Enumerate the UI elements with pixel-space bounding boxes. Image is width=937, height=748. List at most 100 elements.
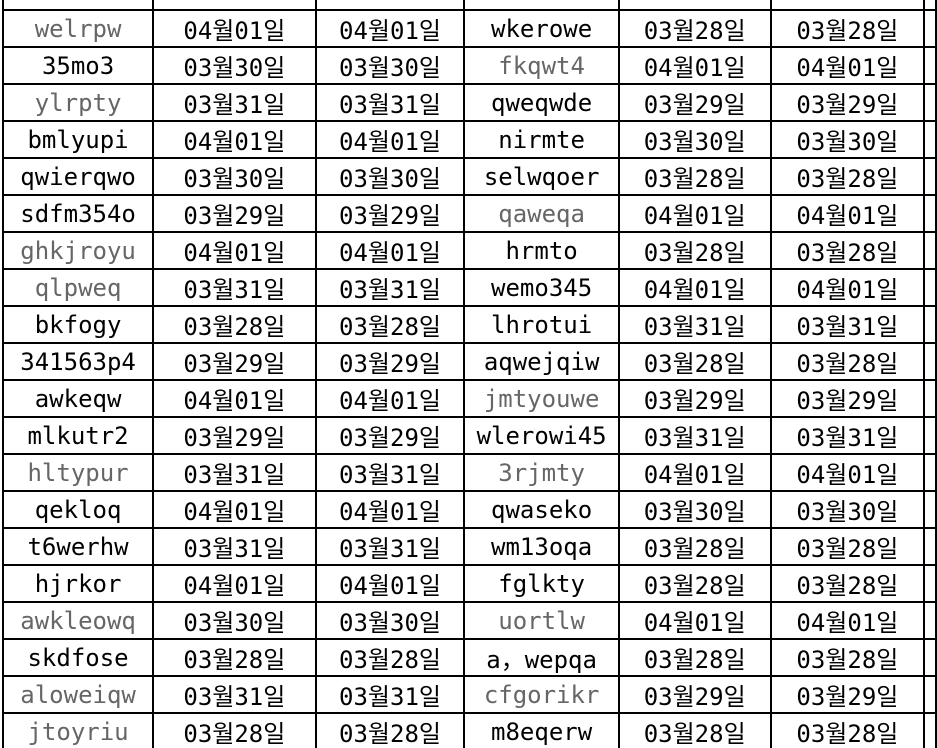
date-cell[interactable]: 03월31일 <box>152 675 317 714</box>
date-cell[interactable]: 04월01일 <box>769 194 926 233</box>
date-cell[interactable]: 04월01일 <box>314 564 466 603</box>
date-cell[interactable]: 03월31일 <box>769 305 926 344</box>
name-cell[interactable]: qwaseko <box>463 490 620 529</box>
date-cell[interactable]: 03월28일 <box>769 231 926 270</box>
name-cell[interactable]: bkfogy <box>1 305 155 344</box>
name-cell[interactable]: hjrkor <box>1 564 155 603</box>
date-cell[interactable]: 03월31일 <box>617 305 772 344</box>
date-cell[interactable]: 03월31일 <box>769 416 926 455</box>
name-cell[interactable]: 3rjmty <box>463 453 620 492</box>
date-cell[interactable]: 03월28일 <box>769 527 926 566</box>
name-cell[interactable]: nirmte <box>463 120 620 159</box>
name-cell[interactable]: qaweqa <box>463 194 620 233</box>
name-cell[interactable]: qlpweq <box>1 268 155 307</box>
date-cell[interactable]: 03월30일 <box>152 601 317 640</box>
date-cell[interactable]: 03월30일 <box>314 46 466 85</box>
date-cell[interactable]: 03월29일 <box>314 194 466 233</box>
name-cell[interactable]: fkqwt4 <box>463 46 620 85</box>
date-cell[interactable]: 04월01일 <box>152 9 317 48</box>
date-cell[interactable]: 03월30일 <box>314 157 466 196</box>
name-cell[interactable]: a，wepqa <box>463 638 620 677</box>
date-cell[interactable]: 03월28일 <box>617 157 772 196</box>
name-cell[interactable]: skdfose <box>1 638 155 677</box>
date-cell[interactable]: 03월30일 <box>769 120 926 159</box>
name-cell[interactable]: hrmto <box>463 231 620 270</box>
date-cell[interactable]: 04월01일 <box>314 231 466 270</box>
date-cell[interactable]: 04월01일 <box>314 120 466 159</box>
date-cell[interactable]: 03월31일 <box>152 268 317 307</box>
name-cell[interactable]: jmtyouwe <box>463 379 620 418</box>
date-cell[interactable]: 03월28일 <box>152 638 317 677</box>
date-cell[interactable]: 04월01일 <box>617 268 772 307</box>
date-cell[interactable]: 04월01일 <box>617 453 772 492</box>
date-cell[interactable]: 03월28일 <box>152 305 317 344</box>
name-cell[interactable]: bmlyupi <box>1 120 155 159</box>
date-cell[interactable]: 03월31일 <box>314 675 466 714</box>
date-cell[interactable]: 03월31일 <box>152 453 317 492</box>
date-cell[interactable]: 03월28일 <box>617 231 772 270</box>
date-cell[interactable]: 03월28일 <box>769 712 926 748</box>
date-cell[interactable]: 03월28일 <box>769 9 926 48</box>
date-cell[interactable]: 03월29일 <box>314 416 466 455</box>
name-cell[interactable]: selwqoer <box>463 157 620 196</box>
name-cell[interactable]: ghkjroyu <box>1 231 155 270</box>
name-cell[interactable]: hltypur <box>1 453 155 492</box>
date-cell[interactable]: 03월28일 <box>314 638 466 677</box>
date-cell[interactable]: 03월28일 <box>314 712 466 748</box>
date-cell[interactable]: 03월31일 <box>314 83 466 122</box>
name-cell[interactable]: m8eqerw <box>463 712 620 748</box>
name-cell[interactable]: uortlw <box>463 601 620 640</box>
name-cell[interactable]: ylrpty <box>1 83 155 122</box>
date-cell[interactable]: 03월28일 <box>617 564 772 603</box>
date-cell[interactable]: 04월01일 <box>769 453 926 492</box>
name-cell[interactable]: sdfm354o <box>1 194 155 233</box>
date-cell[interactable]: 03월31일 <box>152 527 317 566</box>
date-cell[interactable]: 03월29일 <box>152 342 317 381</box>
name-cell[interactable]: qweqwde <box>463 83 620 122</box>
date-cell[interactable]: 03월29일 <box>152 194 317 233</box>
date-cell[interactable]: 03월31일 <box>314 527 466 566</box>
date-cell[interactable]: 04월01일 <box>769 601 926 640</box>
date-cell[interactable]: 04월01일 <box>617 601 772 640</box>
date-cell[interactable]: 03월29일 <box>769 675 926 714</box>
date-cell[interactable]: 03월29일 <box>314 342 466 381</box>
name-cell[interactable]: welrpw <box>1 9 155 48</box>
date-cell[interactable]: 03월30일 <box>617 120 772 159</box>
date-cell[interactable]: 04월01일 <box>152 120 317 159</box>
date-cell[interactable]: 03월28일 <box>314 305 466 344</box>
date-cell[interactable]: 03월28일 <box>617 638 772 677</box>
name-cell[interactable]: 341563p4 <box>1 342 155 381</box>
date-cell[interactable]: 03월29일 <box>769 379 926 418</box>
date-cell[interactable]: 03월30일 <box>152 157 317 196</box>
date-cell[interactable]: 04월01일 <box>152 564 317 603</box>
name-cell[interactable]: qwierqwo <box>1 157 155 196</box>
name-cell[interactable]: aloweiqw <box>1 675 155 714</box>
date-cell[interactable]: 04월01일 <box>617 194 772 233</box>
name-cell[interactable]: cfgorikr <box>463 675 620 714</box>
name-cell[interactable]: jtoyriu <box>1 712 155 748</box>
date-cell[interactable]: 03월28일 <box>769 638 926 677</box>
name-cell[interactable]: t6werhw <box>1 527 155 566</box>
date-cell[interactable]: 03월28일 <box>152 712 317 748</box>
date-cell[interactable]: 03월31일 <box>617 416 772 455</box>
name-cell[interactable]: wlerowi45 <box>463 416 620 455</box>
name-cell[interactable]: fglkty <box>463 564 620 603</box>
date-cell[interactable]: 04월01일 <box>314 9 466 48</box>
date-cell[interactable]: 03월29일 <box>769 83 926 122</box>
name-cell[interactable]: wkerowe <box>463 9 620 48</box>
name-cell[interactable]: 35mo3 <box>1 46 155 85</box>
date-cell[interactable]: 03월28일 <box>769 342 926 381</box>
date-cell[interactable]: 03월29일 <box>152 416 317 455</box>
date-cell[interactable]: 03월30일 <box>617 490 772 529</box>
date-cell[interactable]: 03월28일 <box>617 527 772 566</box>
name-cell[interactable]: wemo345 <box>463 268 620 307</box>
date-cell[interactable]: 04월01일 <box>152 379 317 418</box>
date-cell[interactable]: 03월28일 <box>617 9 772 48</box>
date-cell[interactable]: 03월30일 <box>314 601 466 640</box>
date-cell[interactable]: 03월28일 <box>617 712 772 748</box>
name-cell[interactable]: qekloq <box>1 490 155 529</box>
name-cell[interactable]: wm13oqa <box>463 527 620 566</box>
date-cell[interactable]: 04월01일 <box>314 379 466 418</box>
date-cell[interactable]: 04월01일 <box>152 231 317 270</box>
name-cell[interactable]: awkleowq <box>1 601 155 640</box>
